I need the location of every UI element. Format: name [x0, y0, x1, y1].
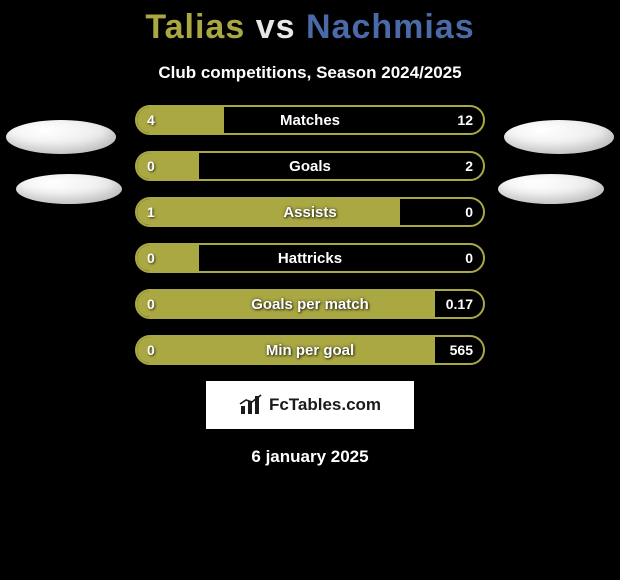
stat-label: Assists — [137, 199, 483, 225]
vs-separator: vs — [256, 8, 296, 46]
decor-ellipse-right-2 — [498, 174, 604, 204]
stat-row-hattricks: 00Hattricks — [135, 243, 485, 273]
decor-ellipse-left-1 — [6, 120, 116, 154]
logo-text: FcTables.com — [269, 395, 381, 415]
player1-name: Talias — [145, 8, 245, 46]
stat-row-matches: 412Matches — [135, 105, 485, 135]
subtitle: Club competitions, Season 2024/2025 — [0, 63, 620, 83]
stat-row-assists: 10Assists — [135, 197, 485, 227]
stat-label: Goals — [137, 153, 483, 179]
source-logo: FcTables.com — [206, 381, 414, 429]
stat-label: Goals per match — [137, 291, 483, 317]
stat-label: Min per goal — [137, 337, 483, 363]
main-title: Talias vs Nachmias — [0, 0, 620, 47]
decor-ellipse-left-2 — [16, 174, 122, 204]
stat-label: Matches — [137, 107, 483, 133]
stat-row-goals: 02Goals — [135, 151, 485, 181]
decor-ellipse-right-1 — [504, 120, 614, 154]
player2-name: Nachmias — [306, 8, 475, 46]
date-label: 6 january 2025 — [0, 447, 620, 467]
stat-label: Hattricks — [137, 245, 483, 271]
bar-chart-icon — [239, 393, 263, 417]
stat-row-min-per-goal: 0565Min per goal — [135, 335, 485, 365]
stat-row-goals-per-match: 00.17Goals per match — [135, 289, 485, 319]
